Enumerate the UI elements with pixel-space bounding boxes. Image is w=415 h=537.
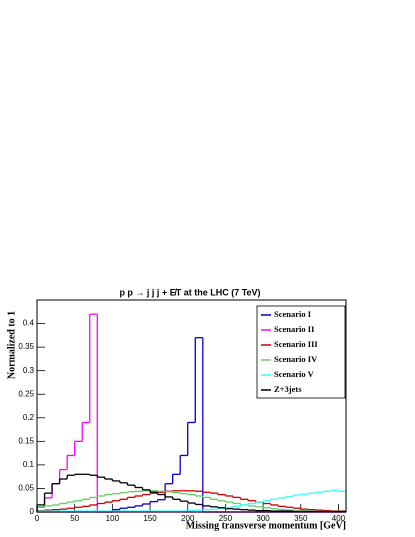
x-tick-label: 100 — [106, 514, 120, 523]
x-tick-label: 200 — [181, 514, 195, 523]
y-tick-label: 0.3 — [23, 366, 35, 375]
legend-label: Scenario V — [274, 369, 315, 379]
x-tick-label: 150 — [143, 514, 157, 523]
y-tick-label: 0.25 — [18, 389, 34, 398]
x-tick-label: 350 — [294, 514, 308, 523]
y-tick-label: 0.15 — [18, 436, 34, 445]
legend-label: Scenario I — [274, 309, 312, 319]
legend-label: Z+3jets — [274, 384, 302, 394]
y-tick-label: 0 — [30, 507, 35, 516]
y-tick-label: 0.05 — [18, 484, 34, 493]
legend-label: Scenario II — [274, 324, 315, 334]
y-tick-label: 0.35 — [18, 342, 34, 351]
x-tick-label: 250 — [219, 514, 233, 523]
x-tick-label: 50 — [70, 514, 79, 523]
x-axis-label: Missing transverse momentum [GeV] — [186, 520, 346, 531]
x-tick-label: 0 — [35, 514, 40, 523]
x-tick-label: 400 — [332, 514, 346, 523]
plot-frame — [36, 299, 347, 513]
legend-label: Scenario IV — [274, 354, 318, 364]
y-tick-label: 0.2 — [23, 413, 35, 422]
y-tick-label: 0.1 — [23, 460, 35, 469]
x-tick-label: 300 — [256, 514, 270, 523]
y-tick-label: 0.4 — [23, 319, 35, 328]
legend-box — [256, 305, 346, 399]
legend-label: Scenario III — [274, 339, 318, 349]
chart-title: p p → j j j + E̸T at the LHC (7 TeV) — [119, 287, 260, 297]
y-axis-label: Normalized to 1 — [6, 311, 17, 379]
